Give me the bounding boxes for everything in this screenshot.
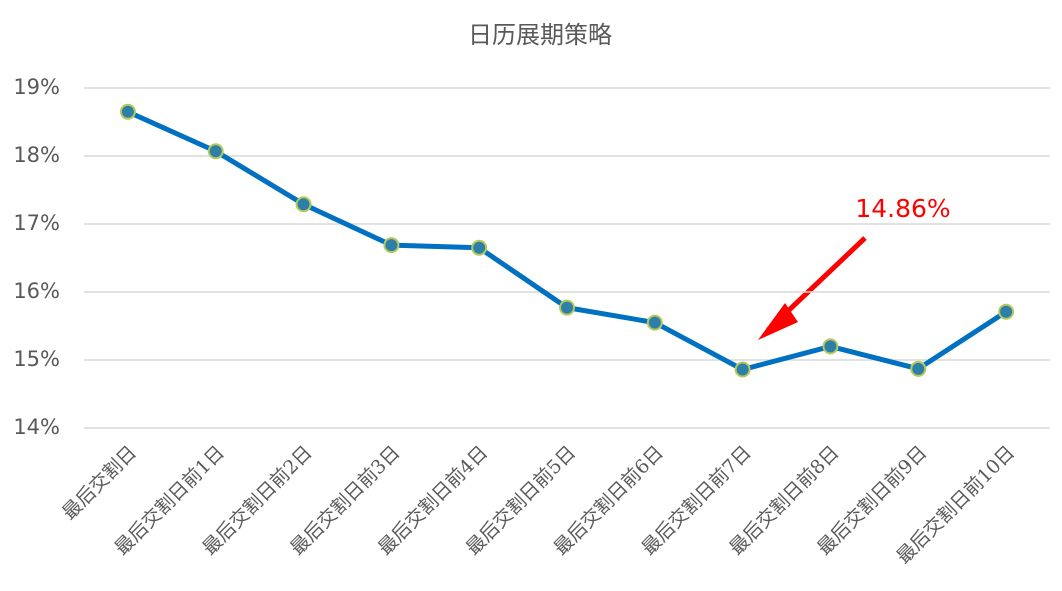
annotation: 14.86% bbox=[855, 194, 950, 223]
point bbox=[559, 299, 575, 316]
y-tick-label: 17% bbox=[13, 211, 60, 235]
point bbox=[383, 237, 400, 254]
line bbox=[126, 109, 1008, 373]
point bbox=[119, 103, 136, 120]
point bbox=[734, 361, 751, 378]
point bbox=[822, 338, 839, 355]
y-tick-label: 15% bbox=[13, 347, 60, 371]
y-tick-label: 16% bbox=[13, 279, 60, 303]
point bbox=[207, 143, 224, 160]
chart-title: 日历展期策略 bbox=[468, 21, 612, 49]
annotation-arrowhead bbox=[758, 303, 798, 340]
x-tick-label: 最后交割日 bbox=[58, 442, 141, 525]
point bbox=[471, 239, 488, 256]
point bbox=[295, 196, 312, 213]
y-tick-label: 18% bbox=[13, 143, 60, 167]
y-tick-label: 14% bbox=[13, 415, 60, 439]
point bbox=[998, 303, 1015, 320]
y-tick-label: 19% bbox=[13, 75, 60, 99]
point bbox=[646, 314, 663, 331]
point bbox=[910, 360, 927, 377]
